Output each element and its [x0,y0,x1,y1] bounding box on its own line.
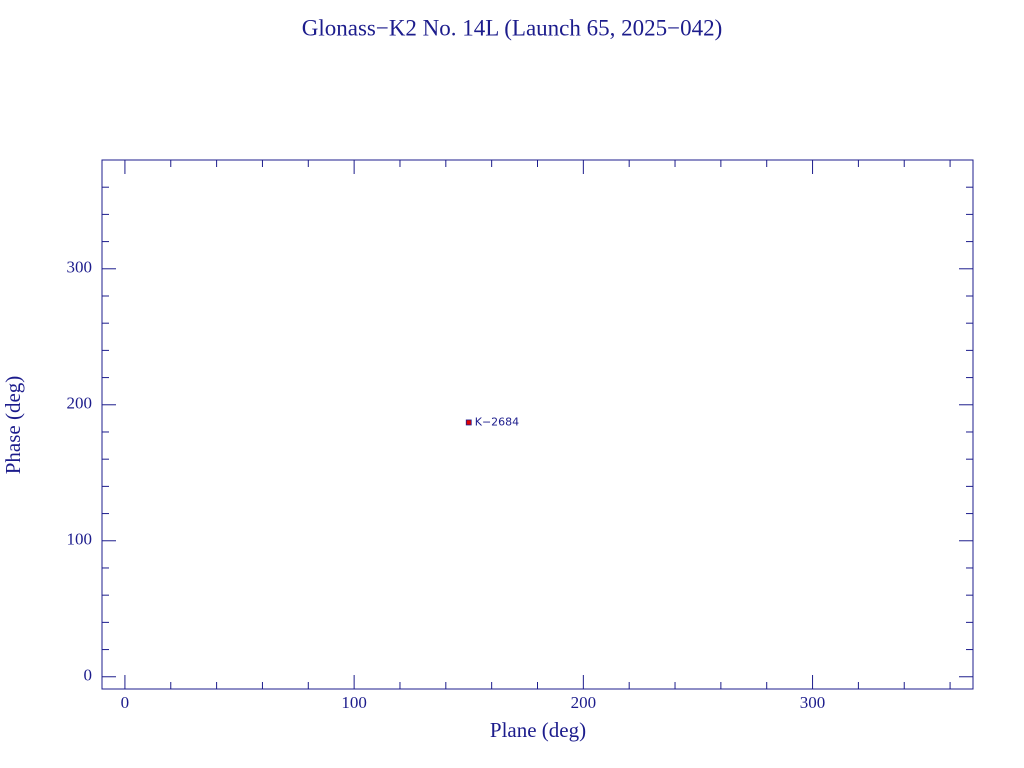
chart-title: Glonass−K2 No. 14L (Launch 65, 2025−042) [302,15,723,40]
point [465,419,472,426]
y-tick-label: 200 [67,394,93,413]
y-tick-label: 300 [67,258,93,277]
y-axis-label: Phase (deg) [1,376,25,475]
x-axis-label: Plane (deg) [490,718,586,742]
x-tick-label: 300 [800,693,826,712]
x-tick-label: 100 [341,693,367,712]
x-tick-label: 0 [121,693,130,712]
y-tick-label: 100 [67,530,93,549]
plot-frame [101,159,974,690]
point-label: K−2684 [475,415,519,428]
y-tick-label: 0 [84,666,93,685]
x-tick-label: 200 [571,693,597,712]
